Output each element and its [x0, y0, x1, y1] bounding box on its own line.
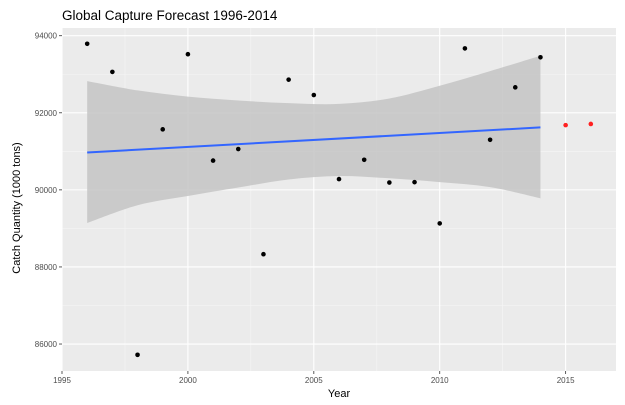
data-point: [361, 157, 367, 163]
x-tick-label: 2015: [557, 376, 575, 385]
data-point: [110, 69, 115, 75]
y-axis-label: Catch Quantity (1000 tons): [11, 142, 23, 274]
y-axis-ticks: 86000 88000 90000 92000 94000: [35, 32, 62, 349]
data-point: [311, 92, 317, 98]
y-tick-label: 94000: [35, 32, 58, 41]
y-tick-label: 90000: [35, 186, 58, 195]
data-point: [185, 51, 191, 57]
y-tick-label: 88000: [35, 263, 58, 272]
trend-line: [87, 126, 541, 154]
data-point: [538, 54, 543, 60]
chart-title: Global Capture Forecast 1996-2014: [62, 8, 278, 23]
data-point: [261, 251, 266, 257]
data-point: [135, 352, 140, 358]
x-tick-label: 2005: [305, 376, 323, 385]
data-point: [336, 176, 342, 182]
data-point: [437, 221, 443, 226]
data-point: [412, 179, 417, 185]
data-point: [84, 41, 90, 47]
data-points: [84, 41, 594, 358]
x-tick-label: 2010: [431, 376, 449, 385]
y-tick-label: 86000: [35, 340, 58, 349]
data-point: [387, 180, 392, 185]
data-point: [160, 127, 166, 132]
x-axis-label: Year: [327, 388, 351, 400]
data-point: [512, 85, 518, 90]
data-point: [487, 137, 493, 143]
data-point: [286, 77, 291, 82]
x-tick-label: 2000: [179, 376, 197, 385]
y-tick-label: 92000: [35, 109, 58, 118]
data-point: [235, 146, 241, 152]
data-point: [563, 122, 568, 128]
x-axis-ticks: 1995 2000 2005 2010 2015: [53, 371, 575, 385]
data-point: [210, 158, 216, 163]
data-point: [588, 121, 594, 127]
x-tick-label: 1995: [53, 376, 71, 385]
data-point: [462, 46, 468, 51]
